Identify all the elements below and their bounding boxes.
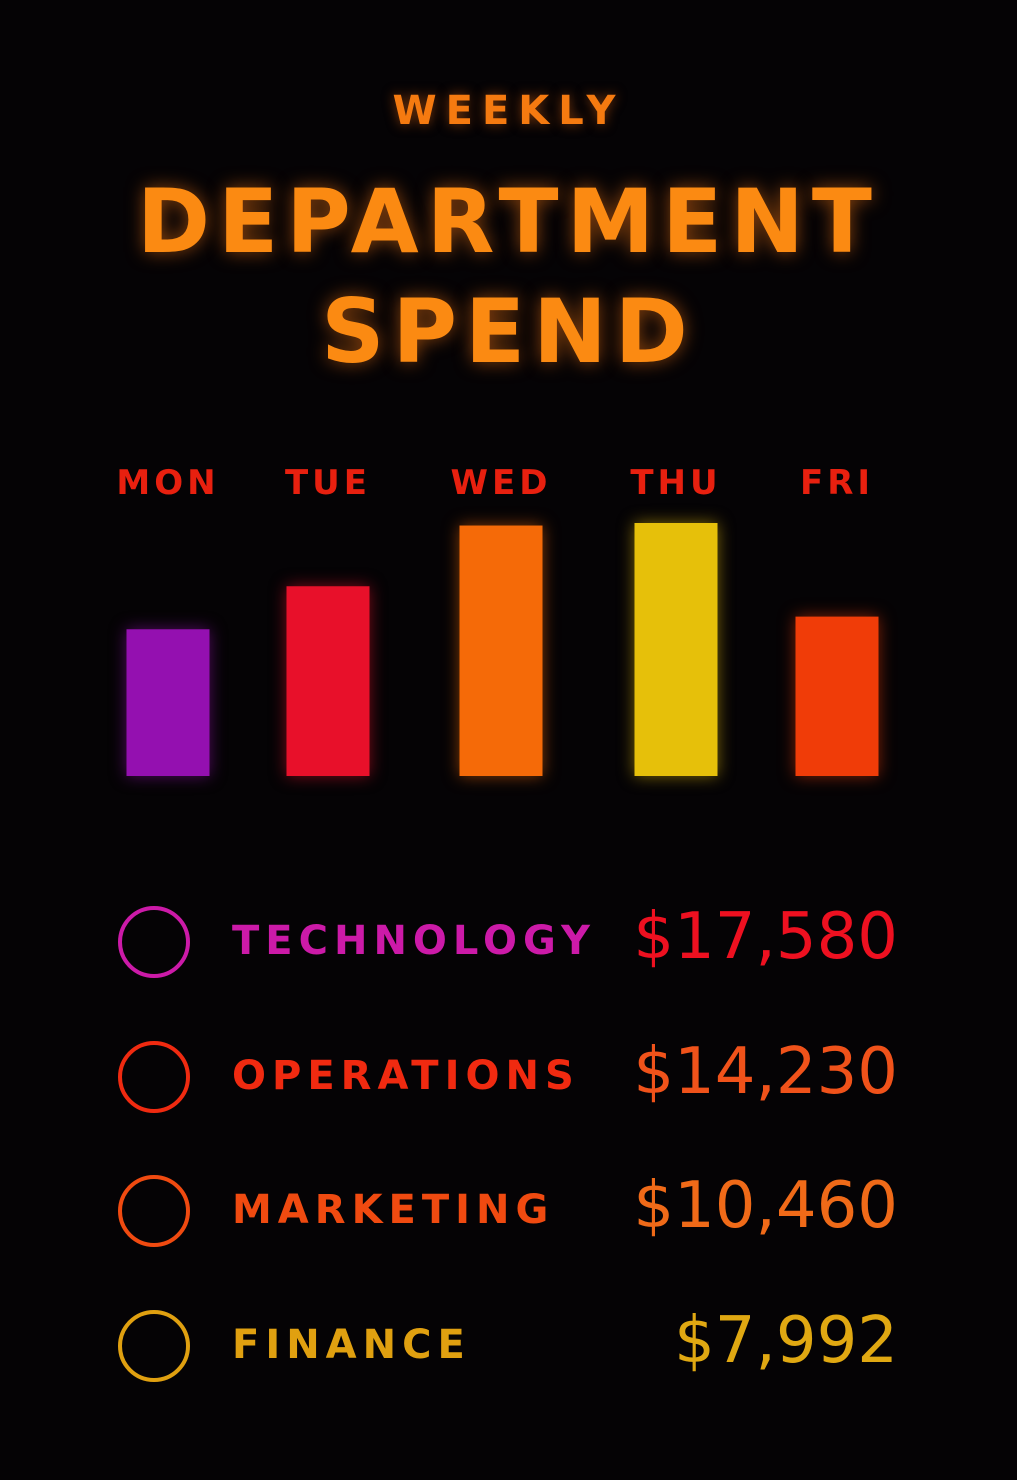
x-tick-label-fri: FRI bbox=[800, 463, 874, 503]
legend-label: OPERATIONS bbox=[232, 1053, 580, 1099]
legend-amount: $10,460 bbox=[633, 1169, 898, 1243]
legend-label: FINANCE bbox=[232, 1322, 471, 1368]
x-tick-label-tue: TUE bbox=[285, 463, 371, 503]
legend-item-technology: TECHNOLOGY $17,580 bbox=[118, 900, 898, 982]
chart-title-line2: SPEND bbox=[321, 280, 696, 383]
legend-item-finance: FINANCE $7,992 bbox=[118, 1304, 898, 1386]
legend-label: MARKETING bbox=[232, 1187, 555, 1233]
legend-amount: $14,230 bbox=[633, 1035, 898, 1109]
bar-thu bbox=[634, 523, 718, 776]
legend-item-marketing: MARKETING $10,460 bbox=[118, 1169, 898, 1251]
bar-wed bbox=[459, 525, 543, 776]
circle-icon bbox=[118, 1041, 190, 1113]
legend-label: TECHNOLOGY bbox=[232, 918, 596, 964]
chart-subtitle: WEEKLY bbox=[392, 88, 625, 134]
x-tick-label-thu: THU bbox=[630, 463, 721, 503]
bar-chart: MON TUE WED THU FRI bbox=[116, 463, 879, 776]
circle-icon bbox=[118, 1175, 190, 1247]
chart-title-line1: DEPARTMENT bbox=[137, 170, 880, 273]
bar-tue bbox=[286, 586, 370, 776]
circle-icon bbox=[118, 1310, 190, 1382]
bar-fri bbox=[795, 616, 879, 776]
bar-mon bbox=[126, 629, 210, 776]
legend-amount: $7,992 bbox=[674, 1304, 898, 1378]
legend-amount: $17,580 bbox=[633, 900, 898, 974]
legend-item-operations: OPERATIONS $14,230 bbox=[118, 1035, 898, 1117]
x-tick-label-wed: WED bbox=[451, 463, 552, 503]
circle-icon bbox=[118, 906, 190, 978]
x-tick-label-mon: MON bbox=[116, 463, 219, 503]
